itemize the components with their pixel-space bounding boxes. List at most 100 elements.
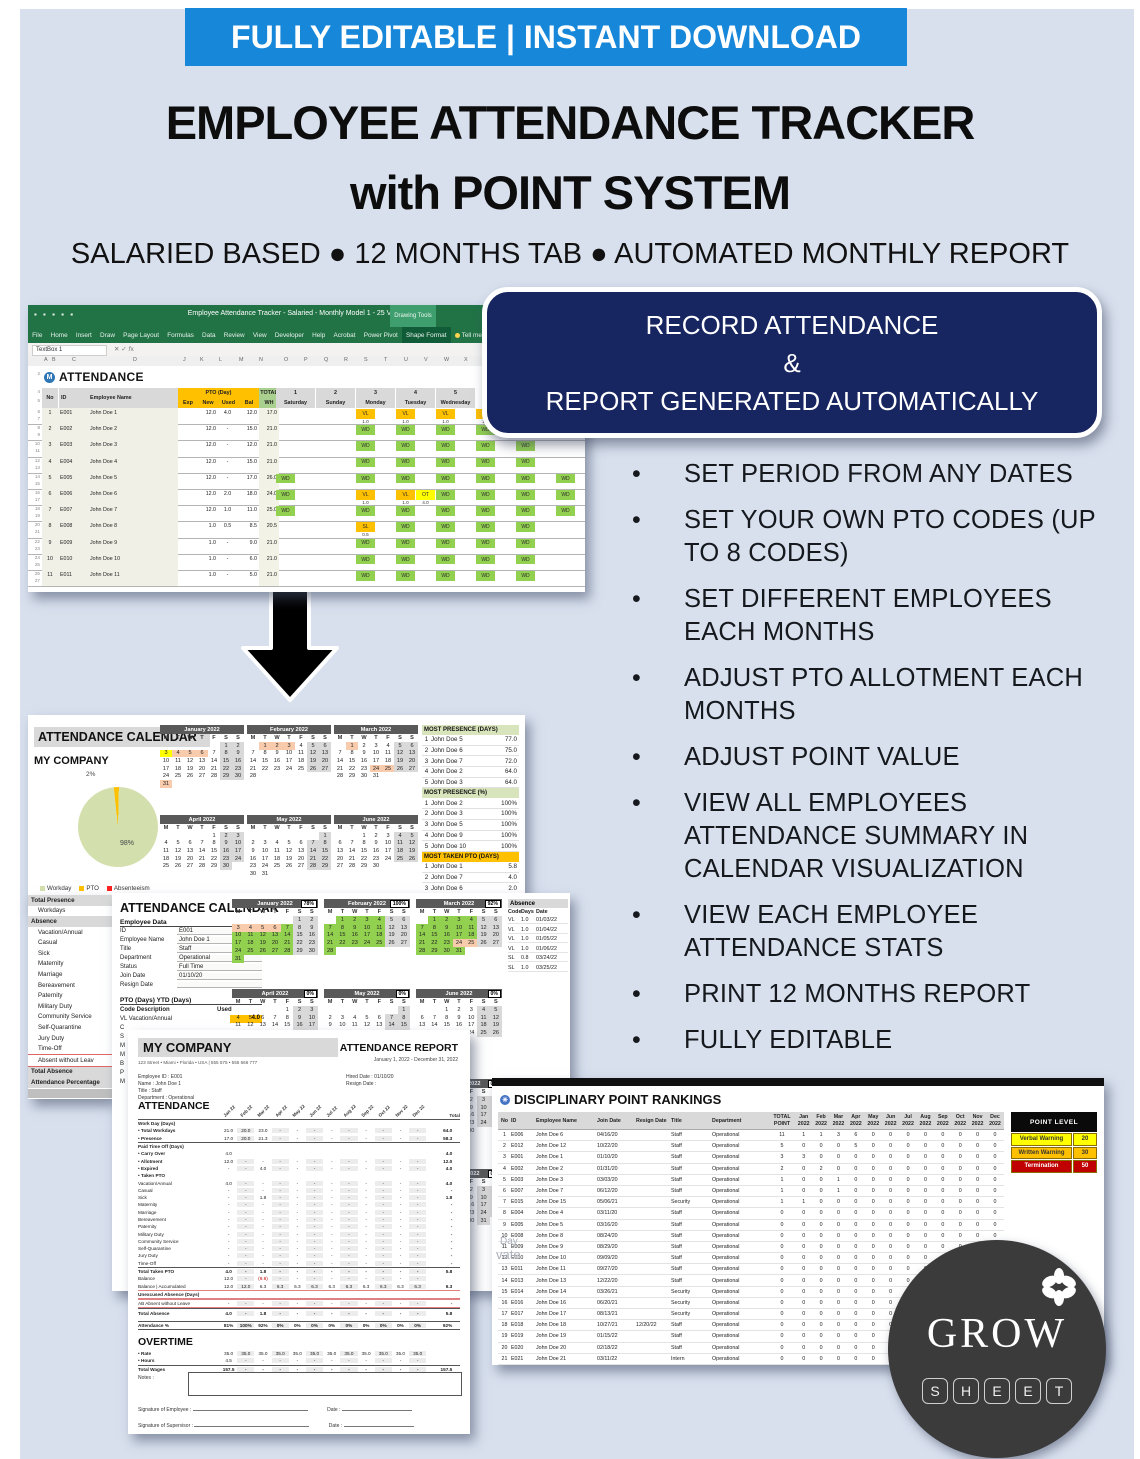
ribbon-tab-review: Review bbox=[223, 331, 245, 339]
month-value: - bbox=[305, 1135, 324, 1141]
total-value: 5.8 bbox=[445, 1310, 453, 1316]
calendar-month-header: May 2022 bbox=[247, 815, 331, 824]
column-letter: N bbox=[259, 357, 263, 363]
month-value: - bbox=[374, 1209, 392, 1215]
month-point-value: 0 bbox=[871, 1165, 875, 1172]
rankings-cell: 6 bbox=[503, 1188, 506, 1195]
pto-code-letter: C bbox=[120, 1025, 125, 1031]
absence-cell: SL bbox=[508, 955, 515, 961]
month-value: 4.0 bbox=[259, 1165, 267, 1171]
month-point-value: 0 bbox=[889, 1199, 893, 1206]
attendance-code-cell: WD bbox=[356, 538, 375, 549]
month-point-value: 0 bbox=[819, 1143, 823, 1150]
calendar-day: 21 bbox=[416, 939, 429, 948]
calendar-month-name: March 2022 bbox=[360, 726, 392, 733]
row-label: Paternity bbox=[138, 1224, 157, 1230]
calendar-day: 13 bbox=[198, 757, 206, 764]
calendar-day: 28 bbox=[210, 773, 218, 780]
attendance-code-cell: WD bbox=[476, 522, 495, 532]
month-point-value: 0 bbox=[889, 1143, 893, 1150]
empty-day bbox=[385, 1006, 397, 1014]
calendar-day: 9 bbox=[362, 750, 366, 757]
stats-row: Vacation/Annual bbox=[38, 928, 83, 936]
calendar-day: 9 bbox=[305, 923, 318, 932]
rank-row: 1 John Doe 1 5.8 bbox=[422, 862, 519, 873]
month-point-value: 0 bbox=[923, 1255, 927, 1262]
month-point-value: 0 bbox=[923, 1143, 927, 1150]
month-value: - bbox=[271, 1269, 289, 1275]
attendance-code-cell: WD bbox=[476, 473, 495, 484]
calendar-day: 7 bbox=[273, 1014, 277, 1021]
cell-new: 1.0 bbox=[208, 523, 216, 530]
month-point-value: 0 bbox=[958, 1176, 962, 1183]
month-point-value: 0 bbox=[871, 1344, 875, 1351]
month-value: - bbox=[237, 1217, 255, 1222]
cell-used: - bbox=[226, 572, 229, 578]
month-point-value: 0 bbox=[889, 1255, 893, 1262]
cell-bal: 8.5 bbox=[249, 523, 257, 530]
attendance-sub-value: 1.0 bbox=[362, 500, 369, 505]
bullet-icon: • bbox=[632, 664, 641, 692]
calendar-month-header: June 2022 0% bbox=[416, 989, 502, 998]
month-point-value: 0 bbox=[906, 1221, 910, 1228]
rankings-cell: Operational bbox=[712, 1243, 740, 1250]
calendar-day: 13 bbox=[397, 923, 410, 932]
month-point-value: 0 bbox=[976, 1132, 980, 1139]
cell-name: John Doe 3 bbox=[90, 442, 118, 449]
calendar-day: 12 bbox=[363, 1022, 371, 1029]
total-header: Total bbox=[449, 1113, 460, 1118]
header-day-name: Tuesday bbox=[396, 398, 435, 408]
month-point-value: 0 bbox=[906, 1243, 910, 1250]
rank-row: 1 John Doe 2 100% bbox=[422, 798, 519, 810]
calendar-day: 15 bbox=[397, 1021, 410, 1030]
total-point-value: 11 bbox=[779, 1132, 785, 1139]
attendance-code-cell: OT bbox=[416, 490, 435, 500]
calendar-day: 15 bbox=[360, 847, 368, 854]
calendar-day: 11 bbox=[351, 1022, 358, 1029]
weekday-letter: F bbox=[386, 735, 390, 741]
empty-day bbox=[184, 742, 196, 750]
calendar-day: 5 bbox=[256, 923, 269, 932]
month-value: - bbox=[340, 1238, 358, 1244]
month-value: - bbox=[409, 1260, 427, 1266]
signature-line bbox=[194, 1420, 310, 1427]
month-value: - bbox=[399, 1238, 402, 1244]
column-letter: B bbox=[52, 357, 56, 363]
calendar-day: 16 bbox=[455, 1022, 463, 1029]
month-value: - bbox=[296, 1310, 299, 1316]
row-label: Total Wages bbox=[138, 1366, 166, 1372]
cell-wh: 24.0 bbox=[266, 491, 277, 497]
attendance-code-cell: WD bbox=[436, 425, 455, 435]
header-day-name: Wednesday bbox=[436, 398, 475, 408]
calendar-day: 30 bbox=[360, 773, 368, 780]
month-value: - bbox=[271, 1195, 289, 1201]
month-value: - bbox=[296, 1128, 299, 1134]
cell-bal: 9.0 bbox=[249, 539, 257, 546]
calendar-day: 5 bbox=[365, 1014, 369, 1021]
month-value: - bbox=[305, 1260, 324, 1266]
pto-used-value: 4.0 bbox=[230, 1015, 262, 1023]
row-label: AB Absent without Leave bbox=[138, 1301, 191, 1307]
month-point-value: 0 bbox=[802, 1266, 806, 1273]
cell-name: John Doe 8 bbox=[90, 523, 118, 530]
employee-data-header: Employee Data bbox=[120, 919, 262, 927]
month-point-value: 0 bbox=[854, 1232, 858, 1239]
calendar-day: 5 bbox=[248, 1014, 252, 1021]
calendar-day: 6 bbox=[406, 742, 418, 750]
absence-row: VL 1.0 01/04/22 bbox=[508, 927, 568, 934]
ribbon-tab-developer: Developer bbox=[274, 331, 304, 339]
calendar-percent: 92% bbox=[484, 900, 501, 908]
rank-row: 2 John Doe 6 75.0 bbox=[422, 746, 519, 757]
calendar-day: 19 bbox=[186, 765, 194, 772]
month-value: - bbox=[399, 1246, 402, 1252]
month-value: - bbox=[305, 1246, 324, 1252]
calendar-day: 6 bbox=[489, 916, 502, 924]
calendar-day: 4 bbox=[373, 916, 386, 924]
column-letter: R bbox=[344, 357, 348, 363]
calendar-day: 15 bbox=[293, 931, 306, 940]
calendar-day: 5 bbox=[394, 742, 406, 750]
cell-name: John Doe 10 bbox=[90, 555, 121, 562]
cell-bal: 18.0 bbox=[246, 491, 257, 497]
month-point-value: 0 bbox=[923, 1221, 927, 1228]
rankings-col-header: Employee Name bbox=[536, 1117, 577, 1124]
